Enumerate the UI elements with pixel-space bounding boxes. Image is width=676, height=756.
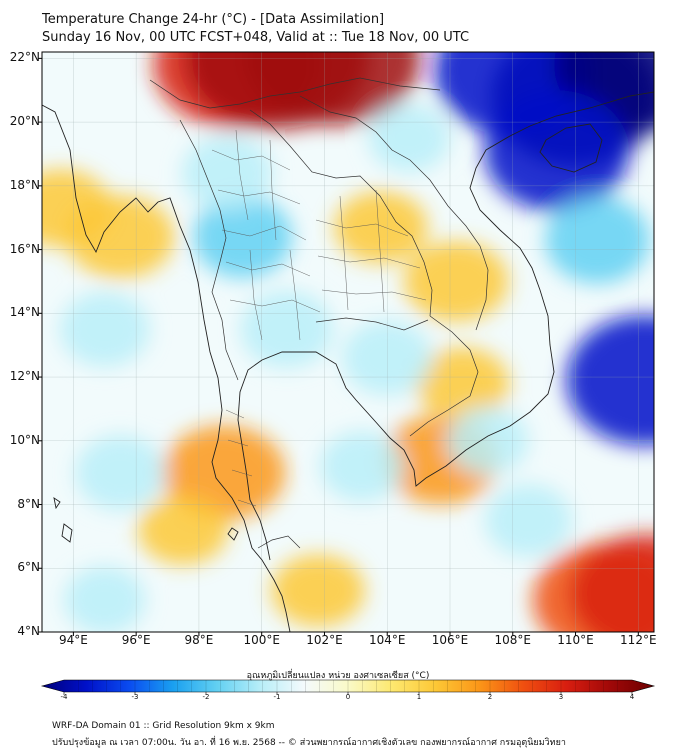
country-borders: [149, 77, 489, 549]
lon-tick-label: 102°E: [306, 633, 343, 647]
lat-tick-label: 4°N: [17, 624, 40, 638]
border-thailand-laos: [249, 109, 433, 317]
colorbar-title: อุณหภูมิเปลี่ยนแปลง หน่วย องศาเซลเซียส (…: [246, 671, 430, 681]
lat-tick-label: 10°N: [9, 432, 40, 447]
cold-anomaly: [545, 196, 650, 284]
lon-tick-label: 112°E: [620, 633, 657, 647]
map-border: [41, 51, 655, 633]
warm-anomaly: [570, 533, 654, 632]
colorbar: [40, 679, 656, 695]
chart-title: Temperature Change 24-hr (°C) - [Data As…: [42, 12, 385, 27]
coastline-gulf-of-thailand: [237, 91, 654, 561]
lon-tick-label: 94°E: [58, 633, 88, 647]
warm-anomaly: [42, 169, 112, 247]
lat-tick-label: 18°N: [9, 177, 40, 192]
coastlines: [42, 91, 654, 632]
lon-tick-label: 110°E: [557, 633, 594, 647]
lon-tick-label: 98°E: [184, 633, 214, 647]
cold-anomaly: [566, 315, 654, 446]
temperature-field: [42, 52, 654, 632]
colorbar-tick-label: 2: [487, 693, 493, 701]
coastline-mainland-west: [42, 104, 291, 632]
province-borders: [211, 129, 427, 507]
map-area: [42, 52, 654, 632]
warm-anomaly: [404, 241, 509, 322]
warm-anomaly: [334, 191, 428, 264]
province-lines-south: [225, 409, 257, 507]
lon-tick-label: 104°E: [368, 633, 406, 647]
warm-anomaly: [271, 554, 365, 627]
border-cambodia-vietnam: [409, 315, 479, 437]
lon-tick-label: 108°E: [494, 633, 532, 647]
border-myanmar-thailand: [179, 119, 239, 381]
colorbar-tick-label: 4: [629, 693, 635, 701]
colorbar-tick-label: -4: [60, 693, 68, 701]
colorbar-tick-label: -3: [131, 693, 139, 701]
chart-subtitle: Sunday 16 Nov, 00 UTC FCST+048, Valid at…: [42, 30, 470, 45]
footer-update-info: ปรับปรุงข้อมูล ณ เวลา 07:00น. วัน อา. ที…: [52, 738, 566, 748]
lon-tick-label: 96°E: [121, 633, 151, 647]
warm-anomaly: [415, 347, 510, 420]
colorbar-tick-label: 1: [416, 693, 422, 701]
coastline-islands: [53, 497, 239, 543]
province-lines-northeast: [315, 189, 427, 313]
cold-anomaly: [193, 195, 293, 279]
lat-tick-label: 6°N: [17, 560, 40, 575]
colorbar-tick-label: -2: [202, 693, 210, 701]
warm-anomaly: [247, 52, 421, 126]
colorbar-tick-label: 3: [558, 693, 564, 701]
border-china: [149, 77, 441, 109]
map-gridlines: [42, 52, 654, 632]
border-thailand-malaysia: [257, 535, 301, 549]
lat-tick-label: 12°N: [9, 369, 40, 384]
lat-tick-label: 22°N: [9, 50, 40, 65]
province-lines-central: [225, 249, 321, 341]
lat-tick-label: 16°N: [9, 241, 40, 256]
coastline-hainan-island: [539, 123, 603, 173]
border-thailand-cambodia: [315, 317, 429, 331]
cold-anomaly: [368, 104, 451, 173]
footer-model-info: WRF-DA Domain 01 :: Grid Resolution 9km …: [52, 721, 275, 731]
province-lines-north: [211, 129, 307, 241]
cold-anomaly: [63, 566, 146, 632]
lat-tick-label: 14°N: [9, 305, 40, 320]
border-laos-vietnam: [299, 95, 489, 331]
lon-tick-label: 106°E: [431, 633, 469, 647]
colorbar-tick-label: 0: [345, 693, 351, 701]
cold-anomaly: [319, 431, 405, 502]
cold-anomaly: [59, 291, 150, 367]
cold-anomaly: [240, 290, 334, 369]
cold-anomaly: [75, 435, 166, 511]
warm-anomaly: [162, 425, 286, 520]
cold-anomaly: [484, 90, 630, 212]
cold-anomaly: [484, 484, 573, 557]
warm-anomaly: [138, 495, 229, 565]
lat-tick-label: 8°N: [17, 496, 40, 511]
lon-tick-label: 100°E: [243, 633, 280, 647]
cold-anomaly: [182, 135, 273, 211]
lat-tick-label: 20°N: [9, 114, 40, 129]
colorbar-tick-label: -1: [273, 693, 281, 701]
